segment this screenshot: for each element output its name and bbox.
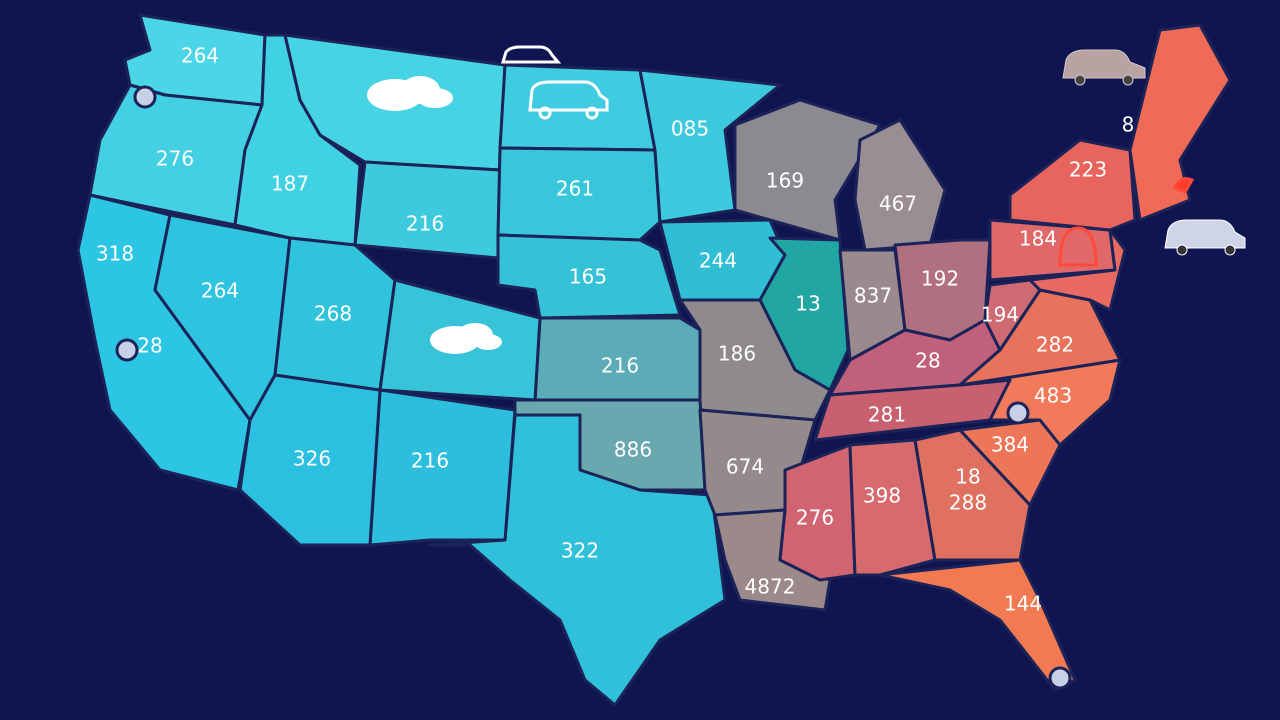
state-label: 281: [868, 403, 906, 427]
state-label: 169: [766, 169, 804, 193]
state: [353, 160, 502, 260]
state-label: 216: [406, 212, 444, 236]
state-label: 467: [879, 192, 917, 216]
state: [848, 438, 937, 577]
state-label: 28: [915, 349, 940, 373]
state-label: 13: [795, 292, 820, 316]
state-label: 223: [1069, 158, 1107, 182]
state-label: 268: [314, 302, 352, 326]
state-label: 264: [181, 44, 219, 68]
state-label: 398: [863, 484, 901, 508]
state-label: 165: [569, 265, 607, 289]
state: [428, 413, 727, 707]
labels: 264 276 187 085 261 216 165 244 318 28 264 268 216 18…: [96, 44, 1134, 616]
state: [1128, 23, 1232, 222]
state-label: 184: [1019, 227, 1057, 251]
car-icon: [500, 45, 562, 64]
state: [958, 358, 1122, 447]
states: [76, 13, 1232, 707]
car-icon: [528, 80, 609, 120]
cloud-icon: [367, 76, 453, 111]
state-label: 194: [981, 303, 1019, 327]
car-icon: [1164, 219, 1246, 256]
state: [1028, 228, 1127, 312]
state-label: 4872: [745, 575, 796, 599]
state-label: 288: [949, 491, 987, 515]
state-label: 282: [1036, 333, 1074, 357]
state-label: 384: [991, 433, 1029, 457]
bell-icon: [1058, 177, 1195, 267]
car-icon: [1062, 49, 1146, 86]
state: [496, 146, 662, 242]
state-label: 8: [1122, 113, 1135, 137]
pin-icon: [115, 85, 1072, 690]
state-label: 674: [726, 455, 764, 479]
state-label: 144: [1004, 592, 1042, 616]
state: [498, 63, 657, 152]
cloud-icon: [430, 323, 502, 354]
state-label: 322: [561, 539, 599, 563]
state: [1008, 138, 1137, 232]
state-label: 192: [921, 267, 959, 291]
state-label: 264: [201, 279, 239, 303]
state-label: 276: [156, 147, 194, 171]
state-label: 28: [137, 334, 162, 358]
state-label: 186: [718, 342, 756, 366]
state-label: 18: [955, 465, 980, 489]
state-label: 085: [671, 117, 709, 141]
state-label: 187: [271, 172, 309, 196]
state-label: 216: [601, 354, 639, 378]
state: [733, 98, 882, 242]
state-label: 318: [96, 242, 134, 266]
state-label: 483: [1034, 384, 1072, 408]
state-label: 216: [411, 449, 449, 473]
state-label: 326: [293, 447, 331, 471]
state-label: 886: [614, 438, 652, 462]
state-label: 261: [556, 177, 594, 201]
state-label: 837: [854, 284, 892, 308]
state: [913, 428, 1032, 562]
state-label: 276: [796, 506, 834, 530]
state-label: 244: [699, 249, 737, 273]
icons: [115, 45, 1246, 690]
